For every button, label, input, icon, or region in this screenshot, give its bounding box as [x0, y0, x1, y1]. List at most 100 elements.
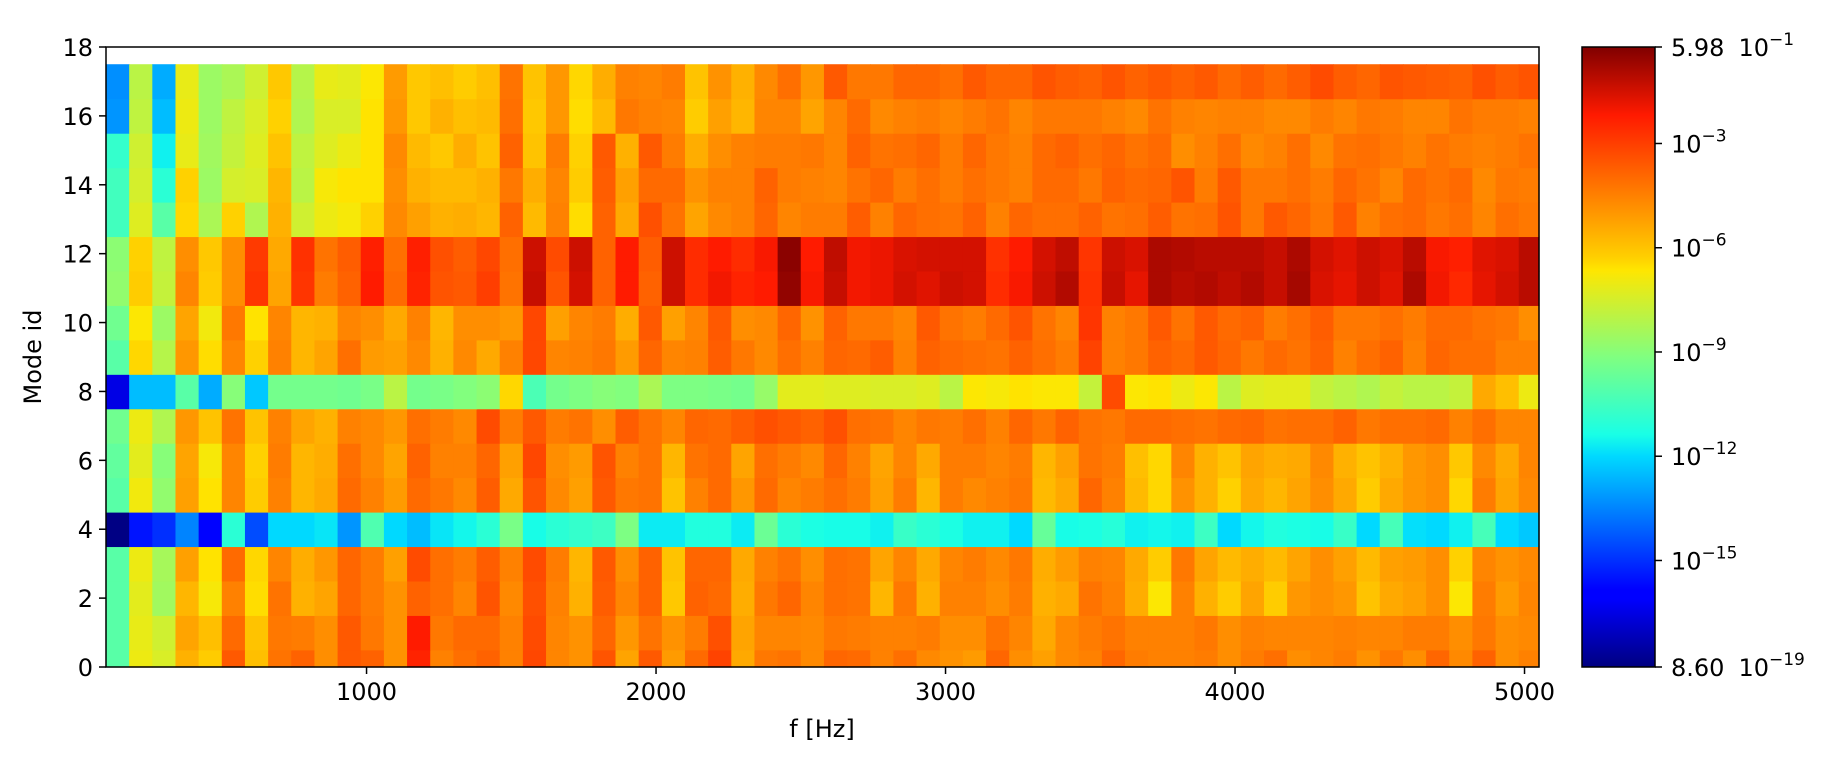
heatmap-cell: [615, 615, 640, 651]
heatmap-cell: [407, 202, 431, 238]
heatmap-cell: [546, 580, 570, 616]
heatmap-cell: [1101, 580, 1126, 616]
heatmap-cell: [430, 236, 454, 272]
heatmap-cell: [1194, 167, 1219, 203]
heatmap-cell: [152, 133, 177, 169]
heatmap-cell: [1148, 477, 1172, 513]
heatmap-cell: [939, 615, 964, 651]
heatmap-cell: [939, 133, 964, 169]
heatmap-cell: [916, 167, 941, 203]
heatmap-cell: [244, 443, 269, 479]
heatmap-cell: [1055, 64, 1080, 100]
heatmap-cell: [916, 305, 941, 341]
heatmap-cell: [1310, 580, 1335, 616]
heatmap-cell: [221, 443, 246, 479]
heatmap-cell: [1078, 270, 1103, 306]
heatmap-cell: [1101, 339, 1126, 375]
heatmap-cell: [939, 270, 964, 306]
heatmap-cell: [1310, 236, 1335, 272]
heatmap-cell: [777, 98, 802, 134]
heatmap-cell: [1287, 305, 1311, 341]
heatmap-cell: [962, 408, 987, 444]
heatmap-cell: [847, 649, 871, 668]
heatmap-cell: [1402, 374, 1427, 410]
heatmap-cell: [360, 167, 385, 203]
heatmap-cell: [638, 98, 663, 134]
heatmap-cell: [1217, 649, 1242, 668]
heatmap-cell: [1125, 339, 1149, 375]
heatmap-cell: [337, 580, 362, 616]
heatmap-cell: [1009, 546, 1033, 582]
heatmap-cell: [1287, 202, 1311, 238]
heatmap-cell: [615, 133, 640, 169]
heatmap-cell: [407, 443, 431, 479]
heatmap-cell: [198, 615, 223, 651]
heatmap-cell: [731, 64, 756, 100]
heatmap-cell: [1171, 202, 1196, 238]
heatmap-cell: [1333, 202, 1358, 238]
heatmap-cell: [615, 64, 640, 100]
heatmap-cell: [893, 133, 918, 169]
heatmap-cell: [1032, 512, 1057, 548]
heatmap-cell: [1402, 580, 1427, 616]
heatmap-cell: [221, 270, 246, 306]
heatmap-cell: [1287, 98, 1311, 134]
heatmap-cell: [360, 64, 385, 100]
heatmap-cell: [569, 339, 593, 375]
heatmap-cell: [1078, 615, 1103, 651]
heatmap-cell: [684, 615, 709, 651]
heatmap-cell: [754, 615, 779, 651]
heatmap-cell: [106, 408, 130, 444]
heatmap-cell: [1356, 546, 1381, 582]
heatmap-cell: [1472, 64, 1497, 100]
heatmap-cell: [592, 305, 617, 341]
heatmap-cell: [1148, 512, 1172, 548]
heatmap-cell: [383, 580, 408, 616]
heatmap-cell: [800, 443, 825, 479]
heatmap-cell: [1356, 512, 1381, 548]
heatmap-cell: [129, 649, 153, 668]
heatmap-cell: [847, 580, 871, 616]
heatmap-cell: [453, 512, 478, 548]
heatmap-cell: [1379, 580, 1404, 616]
heatmap-cell: [1356, 270, 1381, 306]
heatmap-cell: [291, 64, 316, 100]
heatmap-cell: [1263, 477, 1288, 513]
heatmap-cell: [1217, 615, 1242, 651]
heatmap-cell: [1125, 443, 1149, 479]
heatmap-cell: [1518, 546, 1540, 582]
heatmap-cell: [1194, 133, 1219, 169]
heatmap-cell: [777, 546, 802, 582]
heatmap-cell: [1449, 236, 1474, 272]
heatmap-cell: [1055, 512, 1080, 548]
heatmap-cell: [1125, 477, 1149, 513]
heatmap-cell: [106, 546, 130, 582]
y-axis-label: Mode id: [19, 310, 47, 405]
colorbar-tick-label: 10−6: [1671, 231, 1727, 263]
heatmap-cell: [1518, 202, 1540, 238]
heatmap-cell: [847, 64, 871, 100]
heatmap-cell: [1426, 305, 1450, 341]
heatmap-cell: [893, 546, 918, 582]
heatmap-cell: [546, 133, 570, 169]
heatmap-cell: [823, 374, 848, 410]
heatmap-cell: [1240, 443, 1265, 479]
heatmap-cell: [1194, 546, 1219, 582]
heatmap-cell: [407, 236, 431, 272]
heatmap-cell: [337, 649, 362, 668]
heatmap-cell: [383, 202, 408, 238]
heatmap-cell: [221, 649, 246, 668]
heatmap-cell: [360, 649, 385, 668]
heatmap-cell: [1032, 615, 1057, 651]
heatmap-cell: [1356, 339, 1381, 375]
heatmap-cell: [823, 649, 848, 668]
heatmap-cell: [1333, 512, 1358, 548]
heatmap-cell: [291, 615, 316, 651]
heatmap-cell: [1495, 305, 1520, 341]
heatmap-cell: [407, 270, 431, 306]
heatmap-cell: [986, 270, 1010, 306]
colorbar-tick-label: 10−12: [1671, 439, 1737, 471]
heatmap-cell: [986, 98, 1010, 134]
heatmap-cell: [916, 546, 941, 582]
heatmap-cell: [407, 477, 431, 513]
